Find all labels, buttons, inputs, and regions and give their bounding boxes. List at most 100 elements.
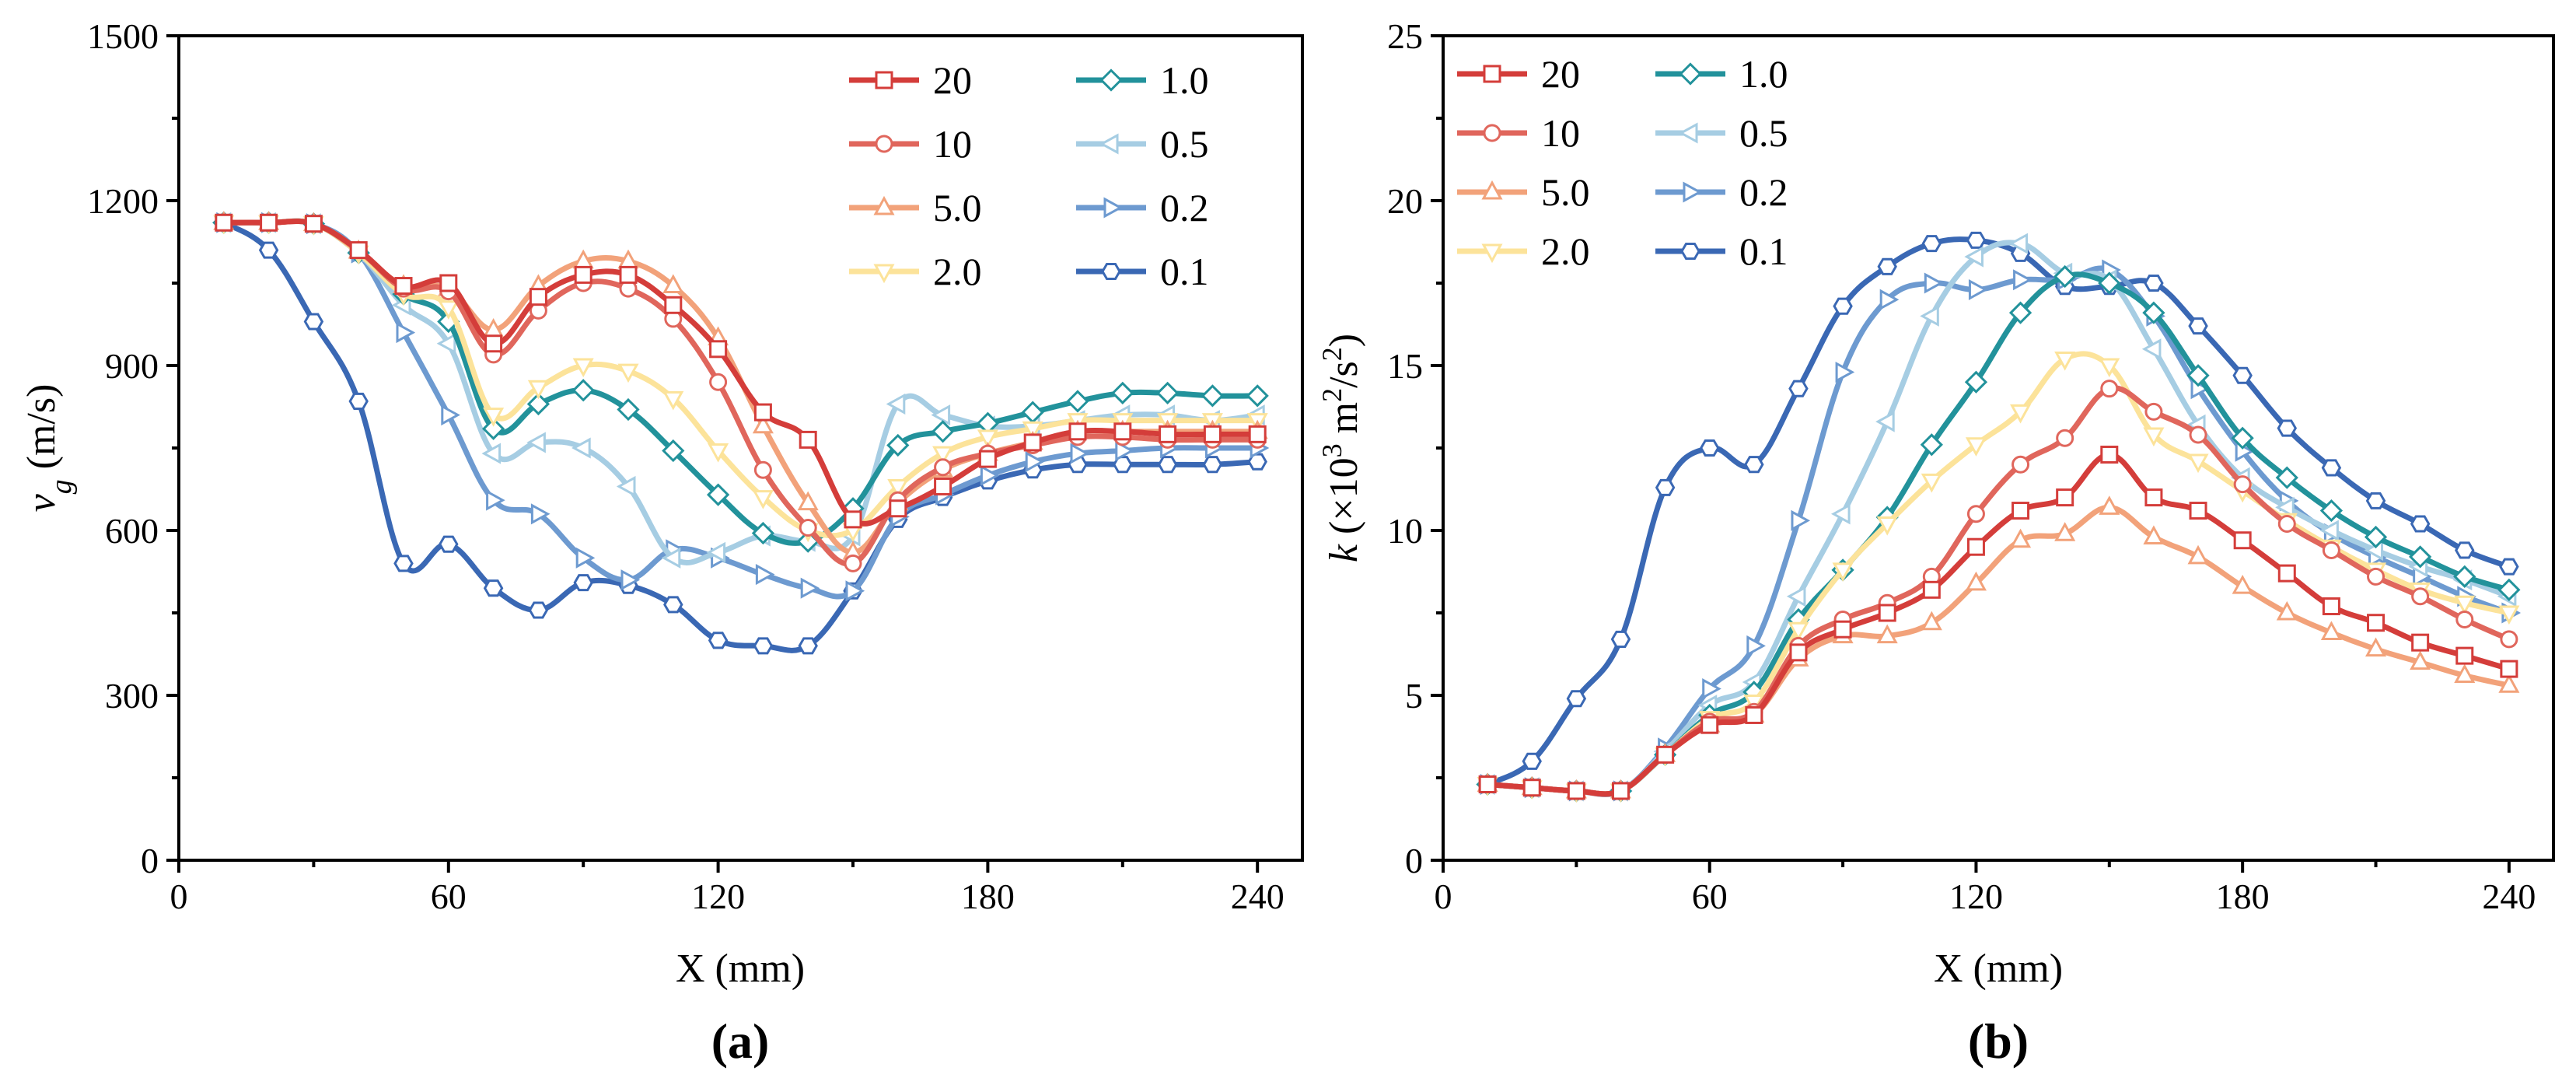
panel-a-data-point — [1203, 425, 1222, 443]
panel-b-y-tick-label: 10 — [1387, 511, 1423, 551]
panel-b-data-point — [1610, 630, 1631, 648]
panel-b-data-point — [2100, 445, 2119, 464]
panel-b-series-20 — [1478, 445, 2518, 800]
panel-a-data-point — [527, 380, 549, 400]
panel-b-data-point — [2098, 271, 2121, 295]
panel-b-data-point — [2012, 502, 2030, 520]
panel-a-legend-item: 20 — [849, 58, 972, 102]
panel-b-legend-marker — [1680, 242, 1700, 261]
panel-a-x-tick-label: 180 — [961, 877, 1015, 916]
panel-b-data-point — [2500, 660, 2518, 678]
panel-b-data-point — [2187, 544, 2209, 565]
panel-b-data-point — [2411, 633, 2430, 652]
panel-b-data-point — [1964, 246, 1984, 268]
panel-b-y-tick-label: 5 — [1405, 676, 1423, 716]
panel-a-y-symbol: v — [19, 493, 64, 512]
panel-a-data-point — [799, 430, 817, 449]
panel-b-series-line-5.0 — [1484, 504, 2512, 797]
panel-a-ticks: 0 60 120 180 240 0 300 600 900 1200 1500 — [87, 16, 1285, 916]
panel-a-data-point — [889, 499, 907, 518]
panel-a-legend-label: 0.1 — [1160, 250, 1209, 293]
panel-a-data-point — [752, 414, 774, 434]
panel-a-data-point — [931, 420, 955, 443]
panel-a-data-point — [258, 241, 279, 259]
panel-b-data-point — [2144, 402, 2163, 421]
panel-b-data-point — [2322, 541, 2340, 559]
panel-a-data-point — [394, 277, 413, 296]
panel-a-data-point — [934, 458, 952, 477]
panel-a-legend-label: 2.0 — [933, 250, 982, 293]
panel-b-data-point — [2231, 426, 2254, 450]
panel-a-data-point — [800, 577, 820, 599]
panel-a-data-point — [528, 601, 549, 619]
panel-b-data-point — [1876, 624, 1898, 644]
panel-b-x-tick-label: 60 — [1692, 877, 1728, 916]
panel-b-data-point — [2319, 499, 2344, 523]
panel-b-data-point — [2141, 338, 2162, 360]
panel-a-data-point — [617, 363, 639, 383]
panel-a-legend-marker — [1099, 68, 1123, 92]
panel-b-frame — [1442, 34, 2555, 862]
panel-a-legend-item: 10 — [849, 122, 972, 166]
panel-b-series-0.1 — [1477, 231, 2519, 793]
panel-b-data-point — [2410, 650, 2431, 670]
panel-b-y-part1: (×10 — [1322, 457, 1366, 544]
panel-a-label: (a) — [711, 1013, 770, 1069]
panel-b-legend-marker — [1679, 62, 1702, 86]
panel-b-data-point — [2409, 545, 2432, 569]
panel-a-data-point — [706, 483, 730, 506]
panel-a-legend-item: 0.5 — [1076, 122, 1209, 166]
panel-b-legend: 20 10 5.0 2.0 1.0 0.5 0.2 0.1 — [1457, 52, 1788, 273]
panel-b-data-point — [2453, 565, 2476, 588]
panel-b-data-point — [2322, 597, 2340, 616]
panel-b-series-line-0.5 — [1484, 240, 2512, 797]
panel-a-data-point — [396, 322, 416, 344]
panel-b-data-point — [1788, 380, 1809, 397]
panel-a-data-point — [1066, 390, 1089, 413]
panel-a-legend: 20 10 5.0 2.0 1.0 0.5 0.2 0.1 — [849, 58, 1209, 293]
panel-a-data-point — [620, 569, 641, 591]
panel-b-data-point — [2275, 466, 2298, 489]
panel-b-legend-label: 20 — [1541, 52, 1580, 96]
panel-a-legend-marker — [873, 195, 895, 215]
panel-b-data-point — [1699, 439, 1720, 457]
panel-a-data-point — [753, 460, 772, 479]
panel-a-data-point — [844, 554, 862, 572]
panel-b-data-point — [2099, 358, 2120, 378]
panel-a-data-point — [886, 393, 906, 415]
panel-a-data-point — [571, 437, 591, 459]
panel-a-y-subscript: g — [45, 479, 78, 494]
panel-b-legend-marker — [1481, 243, 1503, 264]
panel-b-data-point — [2189, 425, 2207, 444]
panel-a-data-point — [708, 443, 729, 463]
panel-b-data-point — [1965, 571, 1987, 591]
panel-a-legend-label: 5.0 — [933, 186, 982, 229]
panel-b-data-point — [1921, 473, 1942, 493]
panel-a-data-point — [1070, 443, 1090, 464]
panel-b-data-point — [1788, 621, 1809, 642]
panel-b-data-point — [2367, 567, 2386, 586]
panel-a-data-point — [1202, 456, 1223, 474]
panel-b-data-point — [2275, 496, 2295, 518]
panel-b-legend-marker — [1483, 65, 1501, 83]
panel-b-x-axis-title: X (mm) — [1934, 947, 2063, 991]
panel-b-data-point — [1791, 509, 1811, 531]
panel-b-data-point — [2321, 459, 2342, 477]
panel-b-legend-item: 10 — [1457, 111, 1580, 155]
panel-b-data-point — [1964, 370, 1988, 394]
panel-a-data-point — [798, 637, 818, 655]
panel-b-data-point — [2411, 587, 2430, 606]
panel-b-data-point — [2008, 301, 2032, 324]
panel-b-data-point — [1920, 433, 1943, 457]
panel-b-data-point — [2233, 531, 2252, 550]
panel-b-data-point — [2454, 663, 2476, 684]
panel-b-y-tick-label: 0 — [1405, 841, 1423, 880]
panel-a-data-point — [481, 443, 502, 464]
panel-a-y-unit: (m/s) — [19, 384, 64, 480]
panel-b-data-point — [1876, 516, 1898, 536]
panel-b-data-point — [1921, 611, 1942, 631]
panel-a-data-point — [662, 439, 685, 463]
panel-b-data-point — [2144, 274, 2164, 292]
panel-a-y-tick-label: 900 — [105, 346, 159, 386]
